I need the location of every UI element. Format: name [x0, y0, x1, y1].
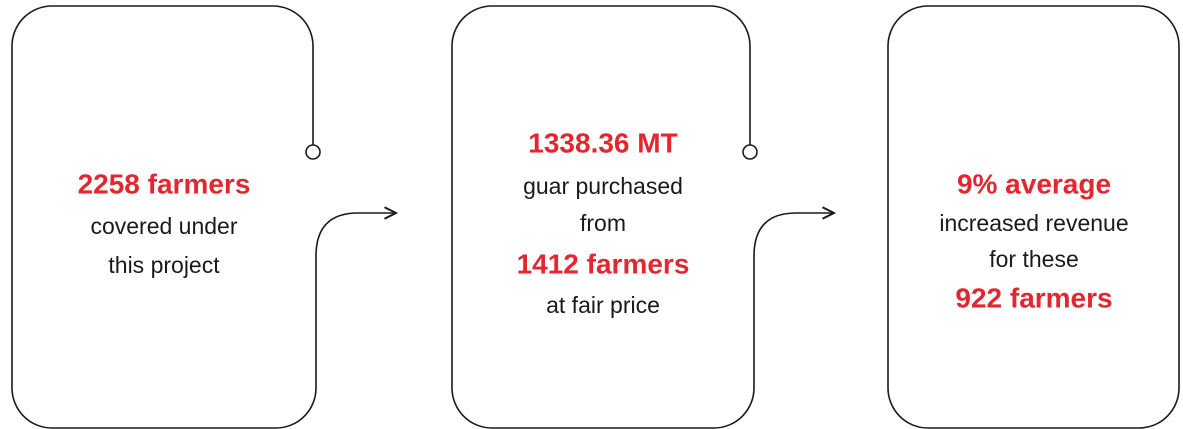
highlight-text: 9% average [957, 168, 1111, 199]
highlight-text: 1338.36 MT [528, 127, 677, 158]
highlight-text: 922 farmers [955, 282, 1112, 313]
card-frame [451, 5, 834, 429]
connector-dot [305, 144, 321, 160]
card-texts: 2258 farmers covered under this project 133… [78, 127, 1129, 318]
highlight-text: 1412 farmers [517, 248, 690, 279]
body-text: from [580, 210, 626, 236]
body-text: guar purchased [523, 173, 683, 199]
body-text: increased revenue [939, 210, 1128, 236]
body-text: this project [108, 252, 220, 278]
connector-dot [742, 144, 758, 160]
body-text: covered under [90, 213, 237, 239]
body-text: at fair price [546, 292, 660, 318]
card-frame [887, 5, 1180, 429]
highlight-text: 2258 farmers [78, 168, 251, 199]
body-text: for these [989, 246, 1079, 272]
card-frame [11, 5, 396, 429]
